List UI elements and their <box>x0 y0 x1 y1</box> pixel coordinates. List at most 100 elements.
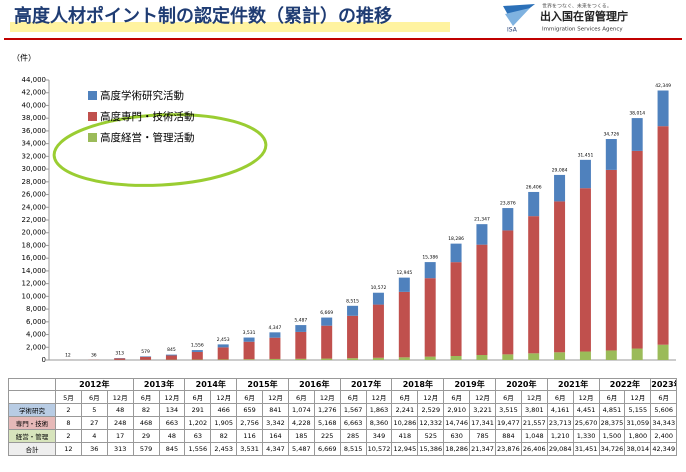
bar-segment <box>554 352 566 360</box>
y-tick-label: 28,000 <box>22 178 47 186</box>
legend-swatch <box>88 112 97 121</box>
bar-segment <box>165 354 177 356</box>
total-label: 29,084 <box>552 167 568 173</box>
bar-segment <box>657 344 669 360</box>
bar-segment <box>321 358 333 360</box>
table-cell: 29,084 <box>546 442 574 456</box>
table-cell: 3,221 <box>469 403 496 417</box>
table-cell: 285 <box>339 429 367 443</box>
table-cell: 1,500 <box>598 429 626 443</box>
bar-segment <box>372 304 384 358</box>
chart: 高度人材ポイント制の認定件数（累計）の推移 ISA 世界をつなぐ、未来をつくる。… <box>4 3 682 364</box>
year-cell: 2014年 <box>184 378 238 391</box>
bar-segment <box>450 243 462 263</box>
bar-segment <box>398 357 410 360</box>
bar-segment <box>114 358 126 360</box>
table-cell: 1,202 <box>184 416 212 430</box>
bar-segment <box>502 354 514 360</box>
bar-segment <box>502 230 514 355</box>
total-label: 34,726 <box>603 132 619 138</box>
total-label: 18,286 <box>448 236 464 242</box>
table-cell: 36 <box>80 442 108 456</box>
y-tick-label: 34,000 <box>22 140 47 148</box>
total-label: 2,453 <box>217 337 230 343</box>
table-row: 専門・技術 8 27 248 468 663 1,202 1,905 2,756 3,342 4,2… <box>8 416 678 430</box>
table-cell: 10,286 <box>391 416 419 430</box>
annotation-ellipse <box>52 113 268 187</box>
bar-segment <box>476 244 488 356</box>
table-cell: 2,910 <box>443 403 471 417</box>
bar-segment <box>476 224 488 245</box>
year-cell: 2012年 <box>55 378 134 391</box>
bar-segment <box>269 332 281 338</box>
bar-segment <box>140 356 152 360</box>
legend-swatch <box>88 91 97 100</box>
bar-segment <box>295 358 307 360</box>
corner-cell <box>8 378 56 391</box>
table-cell: 1,074 <box>287 403 315 417</box>
table-row: 学術研究 2 5 48 82 134 291 466 659 841 1,074 1,276 1,567… <box>8 403 678 417</box>
bar-segment <box>528 216 540 354</box>
table-cell: 116 <box>236 429 264 443</box>
bar-segment <box>657 90 669 127</box>
table-row: 合計 12 36 313 579 845 1,556 2,453 3,531 4,347 5,487… <box>8 442 678 456</box>
table-cell: 525 <box>417 429 445 443</box>
logo-text: ISA <box>507 27 518 34</box>
y-tick-label: 4,000 <box>26 331 46 339</box>
table-cell: 6,669 <box>313 442 341 456</box>
table-cell: 845 <box>158 442 186 456</box>
month-cell: 6月 <box>650 390 678 404</box>
table-cell: 3,515 <box>494 403 522 417</box>
table-cell: 12,332 <box>417 416 445 430</box>
month-row: 5月 6月 12月 6月 12月 6月 12月 6月 12月 6月 12月 6月 12月 6月 12月 6月 1… <box>8 390 678 404</box>
total-label: 12 <box>65 352 71 358</box>
table-cell: 785 <box>469 429 496 443</box>
table-cell: 34,343 <box>650 416 678 430</box>
bar-segment <box>372 357 384 360</box>
year-cell: 2017年 <box>339 378 393 391</box>
bar-segment <box>579 351 591 360</box>
y-tick-label: 16,000 <box>22 254 47 262</box>
table-cell: 4,347 <box>262 442 289 456</box>
month-cell: 6月 <box>236 390 264 404</box>
table-cell: 12 <box>55 442 82 456</box>
bar-segment <box>424 278 436 357</box>
bar-segment <box>191 350 203 352</box>
month-cell: 12月 <box>210 390 238 404</box>
table-cell: 884 <box>494 429 522 443</box>
y-tick-label: 26,000 <box>22 191 47 199</box>
total-label: 31,451 <box>578 152 594 158</box>
bar-segment <box>605 139 617 170</box>
y-tick-label: 24,000 <box>22 203 47 211</box>
month-cell: 12月 <box>313 390 341 404</box>
bar-segment <box>217 344 229 348</box>
agency: 出入国在留管理庁 <box>540 9 628 23</box>
table-cell: 63 <box>184 429 212 443</box>
table-cell: 349 <box>365 429 393 443</box>
year-cell: 2015年 <box>236 378 289 391</box>
bar-segment <box>554 174 566 202</box>
table-cell: 1,330 <box>572 429 600 443</box>
month-cell: 6月 <box>339 390 367 404</box>
y-tick-label: 32,000 <box>22 152 47 160</box>
table-cell: 4,451 <box>572 403 600 417</box>
table-cell: 2,453 <box>210 442 238 456</box>
bar-segment <box>217 359 229 360</box>
table-cell: 17,341 <box>469 416 496 430</box>
table-cell: 5,168 <box>313 416 341 430</box>
row-label: 学術研究 <box>8 403 56 417</box>
year-cell: 2023年 <box>650 378 678 391</box>
total-label: 6,669 <box>320 310 333 316</box>
table-cell: 468 <box>132 416 160 430</box>
total-label: 38,014 <box>629 111 645 117</box>
month-cell: 6月 <box>184 390 212 404</box>
month-cell: 12月 <box>520 390 548 404</box>
table-cell: 4,228 <box>287 416 315 430</box>
table-cell: 663 <box>158 416 186 430</box>
month-cell: 12月 <box>262 390 289 404</box>
table-cell: 164 <box>262 429 289 443</box>
total-label: 21,347 <box>474 217 490 223</box>
month-cell: 6月 <box>598 390 626 404</box>
bar-segment <box>347 358 359 360</box>
